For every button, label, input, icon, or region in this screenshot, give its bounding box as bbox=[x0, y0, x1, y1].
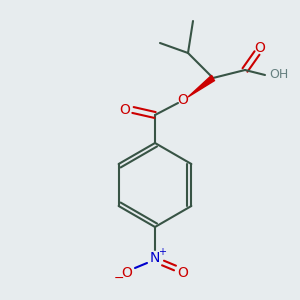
Text: −: − bbox=[114, 272, 124, 284]
Text: O: O bbox=[178, 266, 188, 280]
Text: O: O bbox=[255, 41, 266, 55]
Text: O: O bbox=[120, 103, 130, 117]
Text: OH: OH bbox=[269, 68, 289, 82]
Text: O: O bbox=[122, 266, 132, 280]
Text: +: + bbox=[158, 247, 166, 257]
Polygon shape bbox=[188, 75, 214, 97]
Text: O: O bbox=[178, 93, 188, 107]
Text: N: N bbox=[150, 251, 160, 265]
